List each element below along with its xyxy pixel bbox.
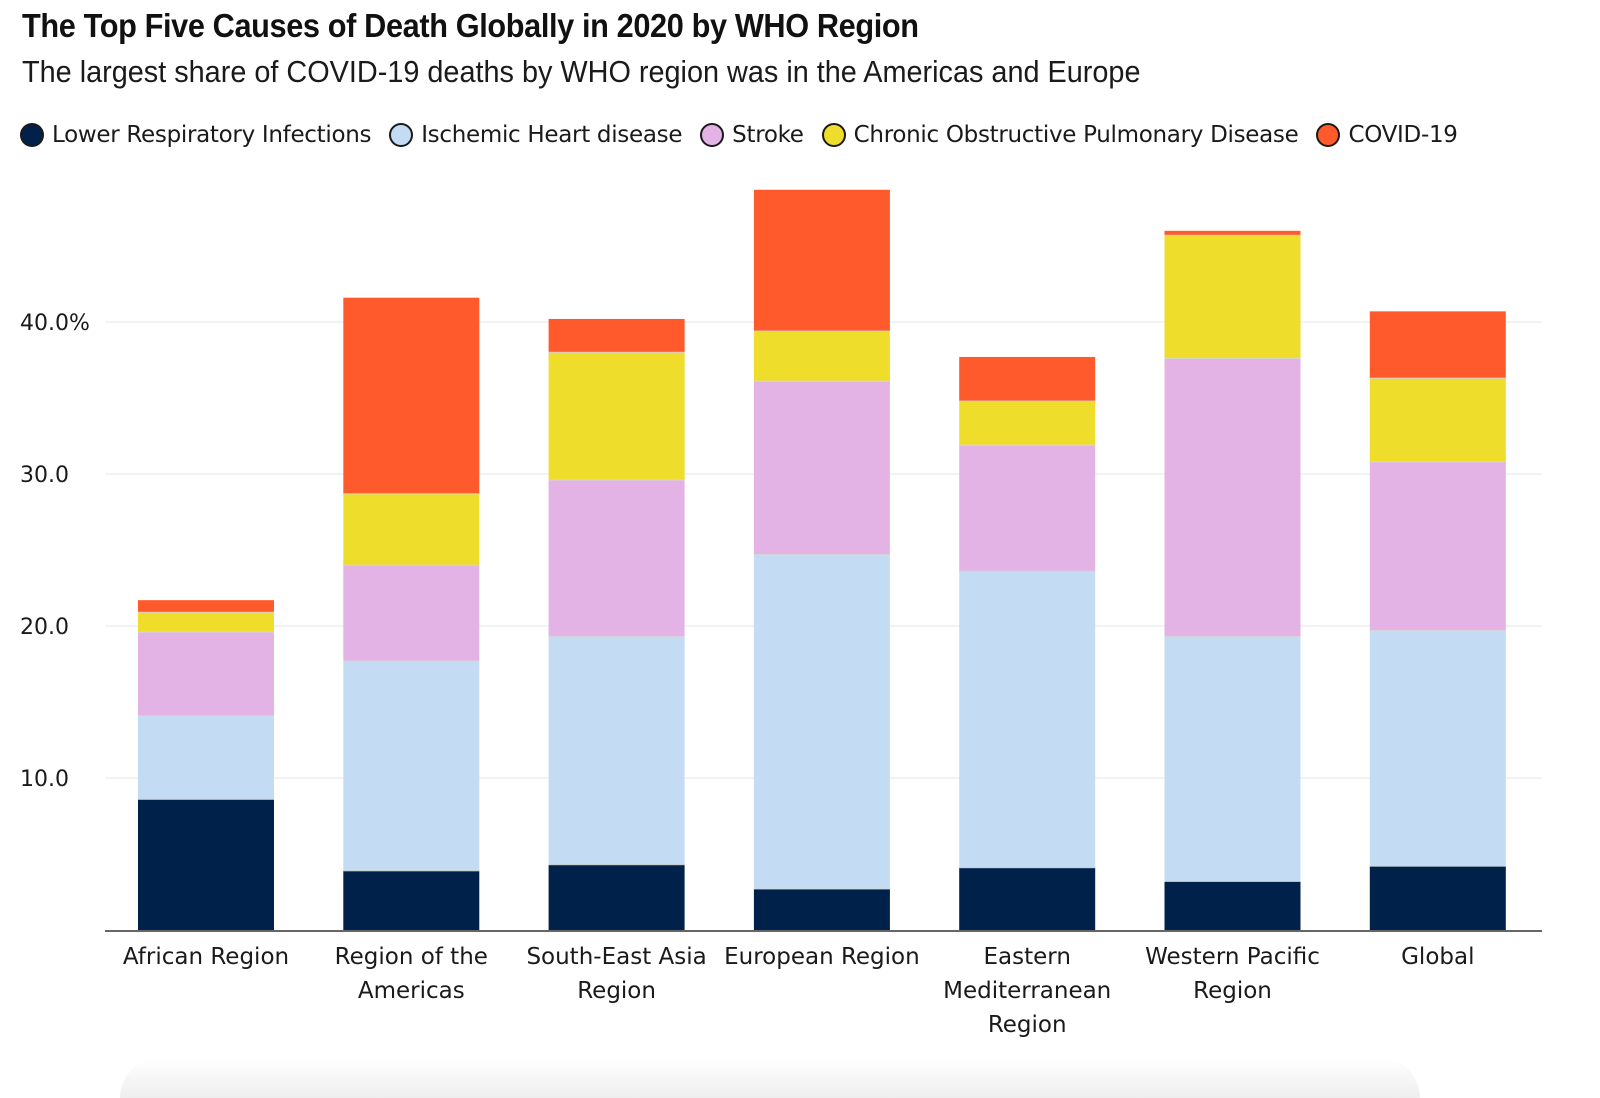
bar-segment [343, 493, 480, 566]
bar-segment [959, 571, 1096, 868]
legend-swatch [821, 123, 846, 147]
bar-stack [753, 189, 890, 930]
x-tick-label: European Region [724, 944, 920, 970]
x-tick-label-line: Americas [358, 978, 465, 1004]
bar-segment [138, 715, 274, 800]
y-tick-label: 10.0 [20, 767, 69, 792]
bar-segment [138, 799, 274, 930]
bar-segment [1369, 378, 1506, 462]
bar-stack [959, 356, 1096, 930]
x-tick-label: African Region [123, 944, 289, 970]
bar-segment [343, 660, 480, 871]
chart-title: The Top Five Causes of Death Globally in… [22, 7, 919, 44]
bar-segment [959, 445, 1096, 572]
legend-swatch [20, 123, 44, 147]
bar-segment [138, 600, 274, 613]
x-tick-label: Eastern Mediterranean Region [943, 944, 1111, 1038]
bar-segment [138, 612, 274, 633]
legend-label: Chronic Obstructive Pulmonary Disease [853, 122, 1299, 148]
x-tick-label: Region of the Americas [335, 944, 488, 1004]
x-tick-label-line: Region [1193, 978, 1272, 1004]
legend-item: Lower Respiratory Infections [20, 122, 372, 148]
x-tick-label-line: African Region [123, 944, 289, 970]
chart-header: The Top Five Causes of Death Globally in… [22, 4, 1582, 94]
bar-segment [1164, 230, 1301, 236]
bar-segment [548, 864, 685, 930]
x-tick-label-line: South-East Asia [526, 944, 706, 970]
bar-segment [548, 318, 685, 353]
legend-label: Lower Respiratory Infections [52, 122, 372, 148]
bar-stack [1164, 230, 1301, 930]
legend-item: Chronic Obstructive Pulmonary Disease [821, 122, 1299, 148]
bar-segment [753, 888, 890, 930]
bar-segment [343, 870, 480, 930]
bar-segment [1369, 461, 1506, 631]
bar-segment [1369, 866, 1506, 930]
x-tick-label-line: Region [577, 978, 656, 1004]
bar-segment [753, 381, 890, 555]
x-tick-label-line: Mediterranean [943, 978, 1111, 1004]
legend-swatch [1316, 123, 1341, 147]
legend-swatch [700, 123, 725, 147]
y-tick-label: 40.0% [20, 311, 90, 336]
y-tick-label: 20.0 [20, 615, 69, 640]
bar-segment [1369, 311, 1506, 379]
y-tick-label: 30.0 [20, 463, 69, 488]
bar-segment [548, 636, 685, 865]
legend-swatch [389, 123, 414, 147]
bar-segment [1164, 881, 1301, 930]
bar-segment [548, 480, 685, 637]
legend-label: Ischemic Heart disease [421, 122, 683, 148]
bar-stack [138, 600, 274, 930]
bar-segment [343, 297, 480, 494]
legend-item: COVID-19 [1316, 122, 1458, 148]
bar-stack [1369, 311, 1506, 930]
x-tick-label-line: Eastern [983, 944, 1070, 970]
bar-segment [959, 867, 1096, 930]
x-tick-label-line: Region [988, 1012, 1067, 1038]
x-tick-label: Global [1401, 944, 1474, 970]
bar-segment [959, 356, 1096, 402]
bar-segment [959, 401, 1096, 446]
chart-legend: Lower Respiratory Infections Ischemic Hea… [20, 122, 1476, 148]
bar-stack [548, 318, 685, 930]
x-tick-label-line: European Region [724, 944, 920, 970]
x-tick-label-line: Region of the [335, 944, 488, 970]
bar-stack [343, 297, 480, 930]
bar-segment [1369, 630, 1506, 867]
x-tick-label-line: Global [1401, 944, 1474, 970]
x-tick-label-line: Western Pacific [1145, 944, 1320, 970]
bar-segment [753, 554, 890, 889]
bar-segment [548, 352, 685, 481]
legend-item: Ischemic Heart disease [389, 122, 682, 148]
legend-item: Stroke [700, 122, 804, 148]
x-tick-label: Western Pacific Region [1145, 944, 1320, 1004]
bar-segment [753, 189, 890, 332]
chart-subtitle: The largest share of COVID-19 deaths by … [22, 54, 1141, 89]
bar-segment [138, 632, 274, 716]
bar-segment [1164, 636, 1301, 882]
bar-segment [1164, 358, 1301, 637]
legend-label: Stroke [732, 122, 804, 148]
x-tick-label: South-East Asia Region [526, 944, 706, 1004]
bar-segment [753, 331, 890, 382]
bar-segment [1164, 235, 1301, 359]
legend-label: COVID-19 [1348, 122, 1458, 148]
bar-segment [343, 565, 480, 661]
